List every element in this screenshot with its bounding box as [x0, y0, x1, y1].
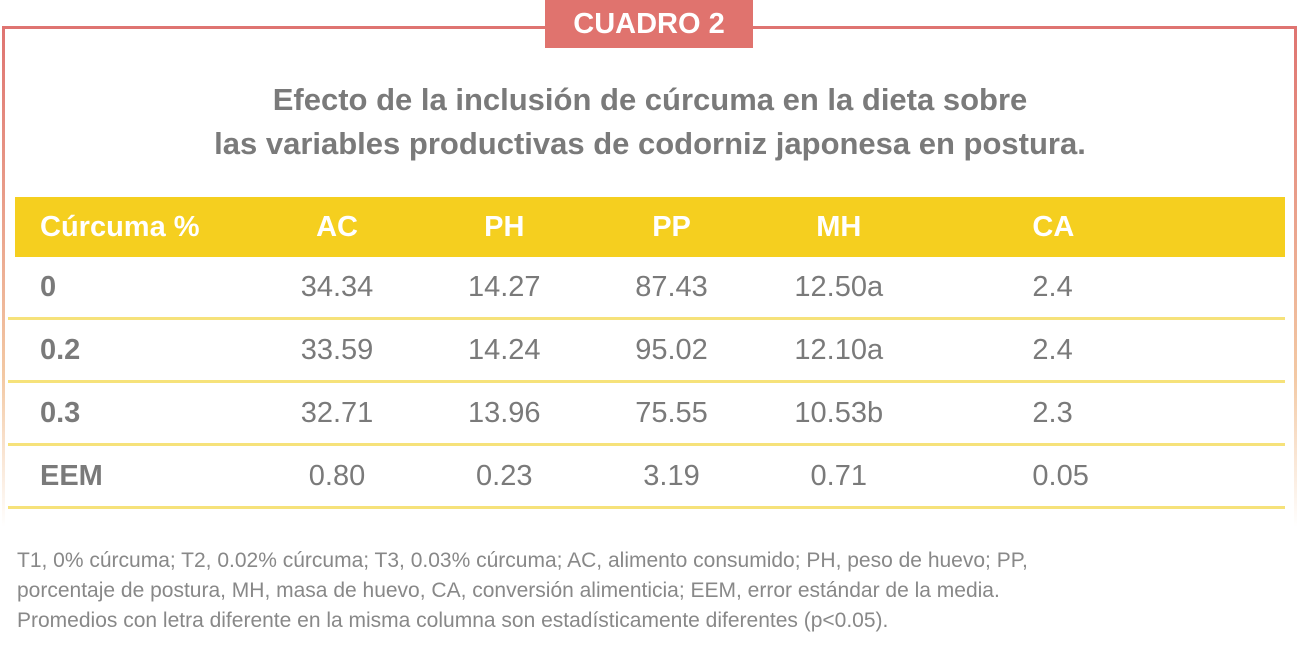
title-line-2: las variables productivas de codorniz ja…: [214, 126, 1086, 161]
header-cell: PH: [484, 210, 525, 243]
table-row: 0.3 32.71 13.96 75.55 10.53b 2.3: [8, 383, 1285, 446]
table-cell: 0.05: [1032, 459, 1089, 492]
header-cell: PP: [652, 210, 691, 243]
table-row: 0.2 33.59 14.24 95.02 12.10a 2.4: [8, 320, 1285, 383]
table-cell: 33.59: [300, 333, 374, 366]
row-label: 0.2: [40, 333, 81, 366]
table-cell: 12.10a: [794, 333, 884, 366]
table-row: EEM 0.80 0.23 3.19 0.71 0.05: [8, 446, 1285, 509]
table-cell: 34.34: [300, 270, 374, 303]
table-header: Cúrcuma % AC PH PP MH CA: [15, 197, 1285, 257]
footnote-line: T1, 0% cúrcuma; T2, 0.02% cúrcuma; T3, 0…: [17, 549, 1028, 572]
table-cell: 14.27: [467, 270, 541, 303]
table-title: Efecto de la inclusión de cúrcuma en la …: [0, 78, 1300, 166]
table-cell: 10.53b: [794, 396, 884, 429]
table-cell: 87.43: [635, 270, 708, 303]
table-cell: 14.24: [467, 333, 541, 366]
footnote-line: porcentaje de postura, MH, masa de huevo…: [17, 579, 1000, 602]
header-cell: CA: [1032, 210, 1075, 243]
frame-border: [2, 26, 1297, 526]
table-cell: 75.55: [635, 396, 708, 429]
table-cell: 0.71: [810, 459, 867, 492]
table-badge: CUADRO 2: [545, 0, 753, 48]
table-row: 0 34.34 14.27 87.43 12.50a 2.4: [8, 257, 1285, 320]
data-table: Cúrcuma % AC PH PP MH CA 0 34.34 14.27 87.4…: [8, 197, 1285, 509]
footnote-line: Promedios con letra diferente en la mism…: [17, 609, 889, 632]
row-label: EEM: [40, 459, 103, 492]
table-cell: 0.23: [476, 459, 533, 492]
header-cell: Cúrcuma %: [40, 210, 200, 243]
table-cell: 2.4: [1032, 333, 1073, 366]
footnote: T1, 0% cúrcuma; T2, 0.02% cúrcuma; T3, 0…: [17, 546, 1287, 636]
row-label: 0: [40, 270, 57, 303]
table-cell: 2.3: [1032, 396, 1073, 429]
header-cell: MH: [816, 210, 862, 243]
table-cell: 13.96: [467, 396, 541, 429]
table-cell: 12.50a: [794, 270, 884, 303]
table-cell: 95.02: [635, 333, 708, 366]
table-cell: 3.19: [643, 459, 700, 492]
table-cell: 32.71: [300, 396, 374, 429]
header-cell: AC: [316, 210, 358, 243]
table-cell: 0.80: [308, 459, 366, 492]
title-line-1: Efecto de la inclusión de cúrcuma en la …: [272, 82, 1028, 117]
table-cell: 2.4: [1032, 270, 1073, 303]
row-label: 0.3: [40, 396, 81, 429]
